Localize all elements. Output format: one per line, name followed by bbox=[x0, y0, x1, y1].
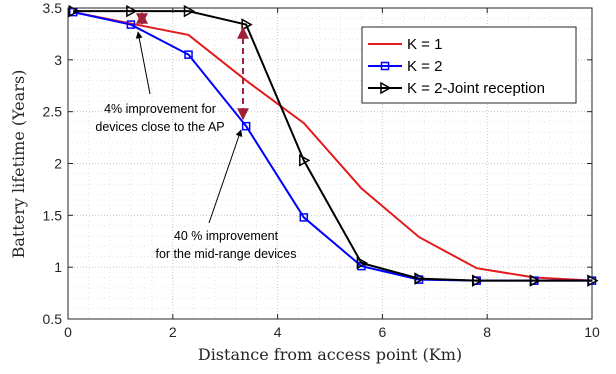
y-tick-label: 3 bbox=[54, 52, 62, 68]
data-point-triangle bbox=[414, 272, 426, 285]
data-point-triangle bbox=[299, 154, 311, 167]
data-point-triangle bbox=[471, 274, 484, 287]
x-tick-label: 10 bbox=[584, 324, 600, 340]
annotation-close-devices-line-2: devices close to the AP bbox=[95, 120, 224, 134]
data-point-triangle bbox=[529, 274, 541, 287]
x-tick-label: 2 bbox=[169, 324, 177, 340]
legend: K = 1 K = 2 K = 2-Joint reception bbox=[361, 26, 577, 104]
series-1 bbox=[73, 11, 593, 282]
y-tick-label: 1.5 bbox=[43, 207, 63, 223]
x-tick-label: 8 bbox=[483, 324, 491, 340]
data-point-square bbox=[380, 61, 390, 71]
legend-items: K = 1 K = 2 K = 2-Joint reception bbox=[368, 36, 545, 97]
annotation-close-devices-line-1: 4% improvement for bbox=[104, 102, 216, 116]
y-tick-label: 1 bbox=[54, 259, 62, 275]
x-tick-label: 6 bbox=[379, 324, 387, 340]
data-point-square bbox=[126, 20, 136, 29]
data-point-triangle bbox=[356, 256, 368, 270]
legend-item-2: K = 2 bbox=[368, 58, 442, 75]
data-point-square bbox=[184, 50, 193, 59]
y-tick-label: 0.5 bbox=[43, 311, 63, 327]
series-layer bbox=[68, 4, 599, 287]
x-axis-label: Distance from access point (Km) bbox=[198, 345, 462, 364]
data-point-triangle bbox=[183, 4, 196, 18]
legend-label: K = 2-Joint reception bbox=[407, 80, 545, 97]
data-point-triangle bbox=[68, 4, 80, 18]
data-point-triangle bbox=[380, 81, 392, 95]
pointer-mid-range-devices bbox=[208, 129, 243, 224]
x-tick-label: 4 bbox=[274, 324, 282, 340]
data-point-square bbox=[299, 213, 309, 222]
legend-item-1: K = 1 bbox=[368, 36, 442, 53]
axis-ticks: 0 2 4 6 8 10 0.5 1 1.5 2 2.5 3 3.5 bbox=[43, 0, 600, 340]
data-point-triangle bbox=[126, 4, 138, 18]
annotation-mid-range-line-2: for the mid-range devices bbox=[155, 247, 296, 261]
series-line bbox=[73, 10, 592, 282]
y-tick-label: 3.5 bbox=[43, 0, 63, 16]
y-tick-label: 2 bbox=[54, 156, 62, 172]
improvement-arrows bbox=[135, 11, 249, 224]
series-line bbox=[73, 11, 593, 282]
legend-label: K = 1 bbox=[407, 36, 442, 53]
pointer-close-devices bbox=[135, 31, 151, 95]
data-point-square bbox=[241, 121, 251, 131]
annotation-mid-range-line-1: 40 % improvement bbox=[174, 229, 279, 243]
x-tick-label: 0 bbox=[64, 324, 72, 340]
legend-item-3: K = 2-Joint reception bbox=[368, 80, 545, 97]
y-tick-label: 2.5 bbox=[43, 104, 63, 120]
legend-label: K = 2 bbox=[407, 58, 442, 75]
y-axis-label: Battery lifetime (Years) bbox=[9, 70, 28, 259]
